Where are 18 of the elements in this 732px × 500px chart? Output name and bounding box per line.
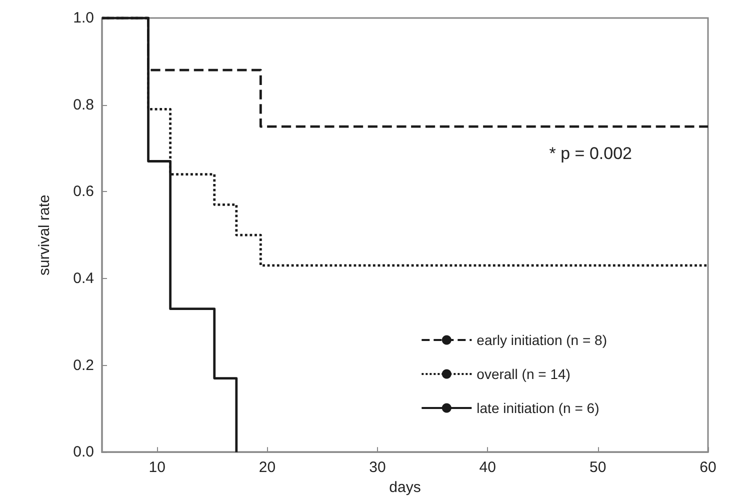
- x-tick-label: 20: [258, 459, 276, 476]
- legend-label: early initiation (n = 8): [476, 332, 608, 348]
- annotation: * p = 0.002: [549, 144, 632, 163]
- x-axis-title: days: [389, 479, 421, 496]
- x-tick-label: 50: [589, 459, 606, 476]
- y-axis-title: survival rate: [36, 194, 53, 276]
- y-tick-label: 0.8: [73, 96, 94, 114]
- x-tick-label: 10: [148, 459, 166, 476]
- y-tick-label: 0.0: [73, 444, 94, 461]
- y-tick-label: 0.6: [73, 183, 94, 200]
- legend-label: overall (n = 14): [476, 366, 570, 382]
- x-tick-label: 30: [369, 459, 386, 476]
- x-tick-label: 40: [479, 459, 496, 476]
- legend-label: late initiation (n = 6): [476, 400, 600, 416]
- y-tick-label: 1.0: [73, 10, 94, 26]
- y-tick-label: 0.4: [73, 270, 94, 287]
- x-tick-label: 60: [700, 459, 716, 476]
- y-tick-label: 0.2: [73, 356, 94, 374]
